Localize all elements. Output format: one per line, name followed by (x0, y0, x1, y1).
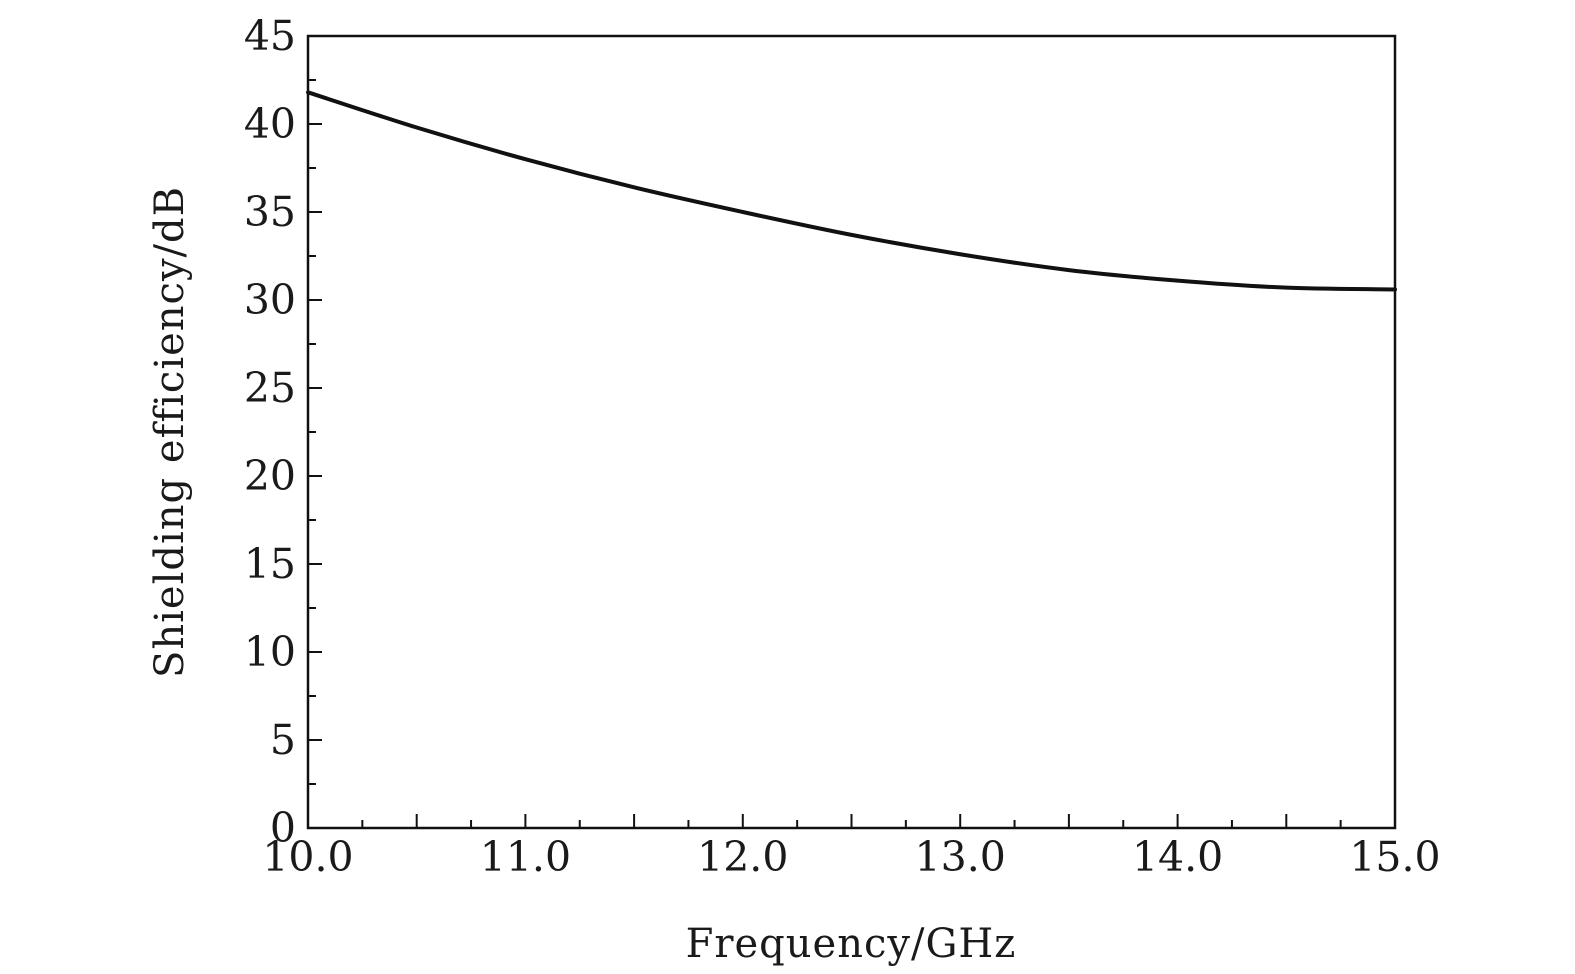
x-tick-label: 14.0 (1132, 833, 1223, 881)
x-tick-label: 15.0 (1349, 833, 1440, 881)
plot-frame (306, 34, 1397, 830)
x-axis-ticks: 10.0 11.0 12.0 13.0 14.0 15.0 (262, 814, 1441, 881)
y-tick-label: 0 (270, 804, 296, 852)
y-tick-label: 20 (244, 452, 296, 500)
x-tick-label: 13.0 (915, 833, 1006, 881)
x-tick-label: 11.0 (480, 833, 571, 881)
y-tick-label: 30 (244, 276, 296, 324)
y-tick-label: 35 (244, 188, 296, 236)
series-layer (306, 90, 1397, 292)
x-tick-label: 10.0 (262, 833, 353, 881)
x-axis-title: Frequency/GHz (686, 921, 1017, 967)
y-tick-label: 40 (244, 100, 296, 148)
series-line-0 (306, 90, 1397, 292)
y-tick-label: 45 (244, 12, 296, 60)
x-minor-ticks (361, 814, 1342, 828)
y-tick-label: 5 (270, 716, 296, 764)
x-tick-label: 12.0 (697, 833, 788, 881)
y-axis-ticks: 0 5 10 15 20 25 30 35 40 45 (244, 12, 322, 852)
y-tick-label: 10 (244, 628, 296, 676)
y-axis-title: Shielding efficiency/dB (147, 186, 193, 678)
y-minor-ticks (308, 79, 316, 785)
y-tick-label: 15 (244, 540, 296, 588)
y-tick-label: 25 (244, 364, 296, 412)
